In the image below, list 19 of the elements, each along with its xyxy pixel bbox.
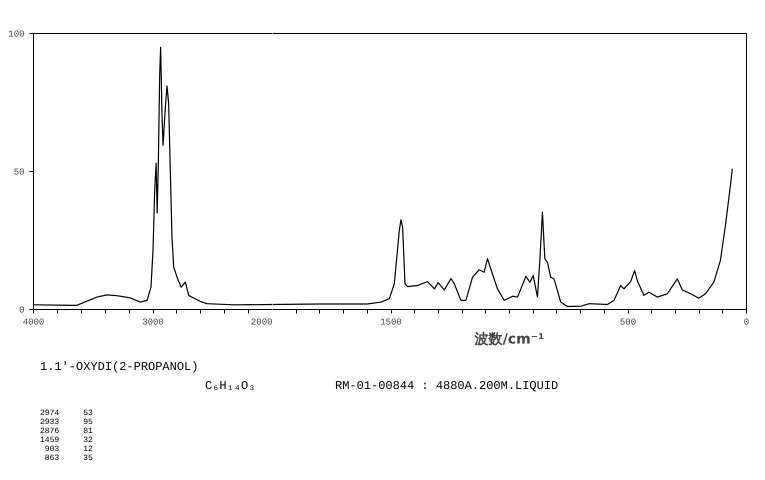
y-tick-label: 0 — [19, 306, 25, 316]
text: 2974 53 — [40, 409, 93, 418]
x-tick-label: 3000 — [142, 318, 164, 328]
text: 2933 95 — [40, 418, 93, 428]
y-tick-label: 100 — [8, 30, 24, 40]
x-tick-label: 500 — [620, 318, 636, 328]
x-tick-label: 0 — [744, 318, 750, 328]
x-axis-title: 波数/cm⁻¹ — [474, 332, 544, 348]
x-tick-label: 4000 — [22, 318, 44, 328]
text: 903 12 — [44, 445, 93, 454]
y-tick-label: 50 — [14, 168, 25, 178]
text: 1.1'-OXYDI(2-PROPANOL) — [39, 359, 200, 376]
text: C₆H₁₄O₃ — [205, 378, 256, 396]
text: 2876 81 — [40, 427, 93, 436]
text: RM-01-00844 : 4880A.200M.LIQUID — [335, 379, 558, 394]
x-tick-label: 1500 — [380, 318, 402, 328]
text: 1459 32 — [40, 436, 93, 446]
text: 863 35 — [44, 454, 93, 464]
x-tick-label: 2000 — [250, 318, 273, 328]
